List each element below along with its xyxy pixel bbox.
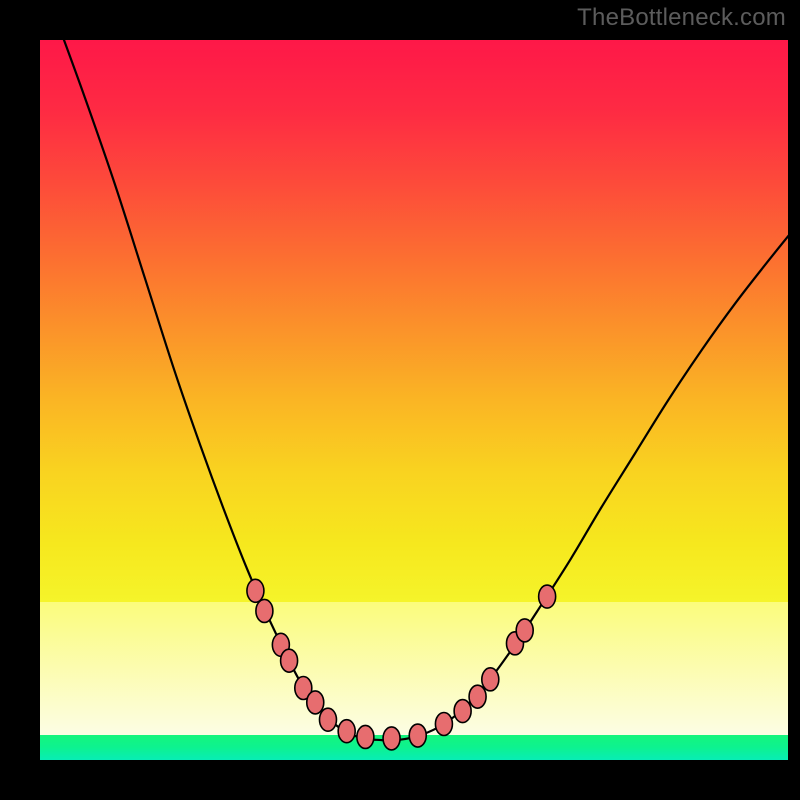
curve-marker	[435, 713, 452, 736]
watermark-text: TheBottleneck.com	[577, 4, 786, 32]
curve-marker	[307, 691, 324, 714]
curve-marker	[247, 579, 264, 602]
root-canvas: { "meta": { "width_px": 800, "height_px"…	[0, 0, 800, 800]
curve-marker	[516, 619, 533, 642]
curve-marker	[256, 599, 273, 622]
curve-marker	[338, 720, 355, 743]
plot-area	[40, 40, 788, 760]
curve-marker	[281, 649, 298, 672]
curve-marker	[409, 724, 426, 747]
curve-marker	[469, 685, 486, 708]
curve-marker	[319, 708, 336, 731]
bottleneck-curve-svg	[40, 40, 788, 760]
curve-marker	[454, 700, 471, 723]
curve-marker	[482, 668, 499, 691]
curve-marker	[357, 725, 374, 748]
bottleneck-curve-path	[59, 40, 788, 740]
curve-marker	[383, 727, 400, 750]
curve-marker	[539, 585, 556, 608]
